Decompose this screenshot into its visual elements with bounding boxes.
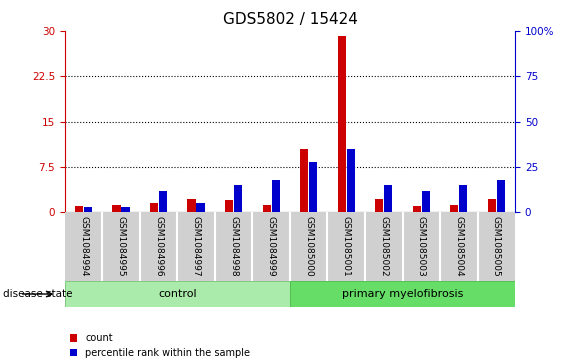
Text: GSM1084997: GSM1084997	[191, 216, 200, 277]
Bar	[122, 207, 129, 212]
Bar	[187, 199, 196, 212]
Bar	[84, 207, 92, 212]
Text: GSM1084995: GSM1084995	[117, 216, 126, 277]
Bar	[113, 205, 120, 212]
Bar	[338, 36, 346, 212]
Text: GSM1084996: GSM1084996	[154, 216, 163, 277]
Bar	[65, 281, 290, 307]
Text: GSM1085004: GSM1085004	[454, 216, 463, 277]
Text: GSM1085005: GSM1085005	[492, 216, 501, 277]
Text: GSM1084999: GSM1084999	[267, 216, 276, 277]
Bar	[300, 149, 309, 212]
Bar	[225, 200, 233, 212]
Bar	[271, 180, 280, 212]
Bar	[375, 199, 383, 212]
Text: GSM1085002: GSM1085002	[379, 216, 388, 277]
Bar	[488, 199, 496, 212]
Bar	[384, 185, 392, 212]
Bar	[150, 203, 158, 212]
Title: GDS5802 / 15424: GDS5802 / 15424	[222, 12, 358, 27]
Bar	[159, 191, 167, 212]
Text: control: control	[158, 289, 196, 299]
Bar	[497, 180, 505, 212]
Text: GSM1084998: GSM1084998	[229, 216, 238, 277]
Bar	[413, 206, 421, 212]
Bar	[422, 191, 430, 212]
Bar	[262, 205, 271, 212]
Text: GSM1085001: GSM1085001	[342, 216, 351, 277]
Text: primary myelofibrosis: primary myelofibrosis	[342, 289, 463, 299]
Text: GSM1085003: GSM1085003	[417, 216, 426, 277]
Bar	[196, 203, 205, 212]
Legend: count, percentile rank within the sample: count, percentile rank within the sample	[70, 333, 250, 358]
Text: disease state: disease state	[3, 289, 72, 299]
Bar	[75, 206, 83, 212]
Bar	[450, 205, 458, 212]
Bar	[347, 149, 355, 212]
Bar	[234, 185, 242, 212]
Text: GSM1084994: GSM1084994	[79, 216, 88, 276]
Text: GSM1085000: GSM1085000	[304, 216, 313, 277]
Bar	[459, 185, 467, 212]
Bar	[309, 162, 318, 212]
Bar	[290, 281, 515, 307]
